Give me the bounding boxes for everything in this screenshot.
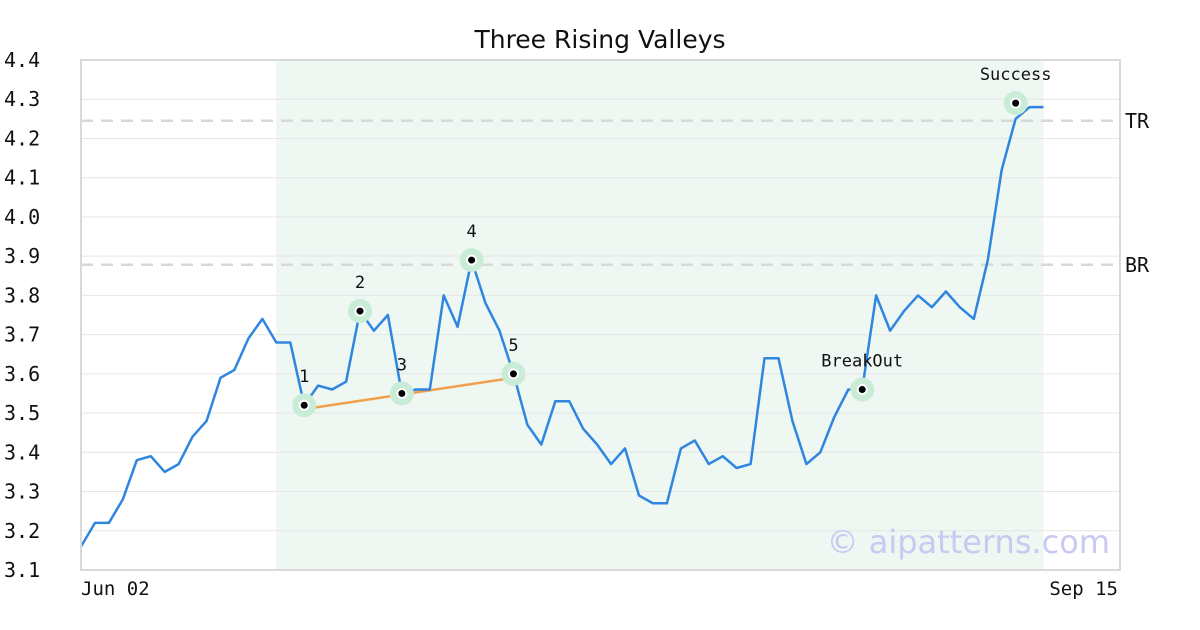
price-line [79,105,1044,548]
point-marker [468,256,476,264]
x-tick-label: Jun 02 [81,578,150,600]
x-tick-label: Sep 15 [1049,578,1118,600]
y-tick-label: 4.3 [4,87,40,111]
point-marker [300,401,308,409]
plot-frame [80,59,1121,571]
y-tick-label: 3.3 [4,480,40,504]
point-label: Success [980,65,1052,85]
y-tick-label: 3.7 [4,323,40,347]
y-tick-label: 3.9 [4,244,40,268]
point-label: 2 [355,273,365,293]
shaded-region [276,60,1044,570]
chart-title: Three Rising Valleys [473,25,725,54]
y-tick-label: 4.0 [4,205,40,229]
point-marker [398,389,406,397]
point-label: 5 [508,336,518,356]
level-label: TR [1125,109,1150,133]
y-tick-label: 3.6 [4,362,40,386]
y-tick-label: 3.8 [4,283,40,307]
point-marker [858,386,866,394]
watermark: © aipatterns.com [827,523,1110,561]
y-tick-label: 4.1 [4,166,40,190]
level-label: BR [1125,253,1150,277]
y-tick-label: 4.4 [4,48,40,72]
point-marker [509,370,517,378]
point-label: 1 [299,367,309,387]
point-label: BreakOut [821,352,903,372]
y-tick-label: 3.2 [4,519,40,543]
point-marker [1012,99,1020,107]
point-label: 4 [466,222,476,242]
point-label: 3 [397,355,407,375]
y-tick-label: 4.2 [4,126,40,150]
y-tick-label: 3.1 [4,558,40,582]
y-tick-label: 3.5 [4,401,40,425]
point-marker [356,307,364,315]
y-tick-label: 3.4 [4,440,40,464]
